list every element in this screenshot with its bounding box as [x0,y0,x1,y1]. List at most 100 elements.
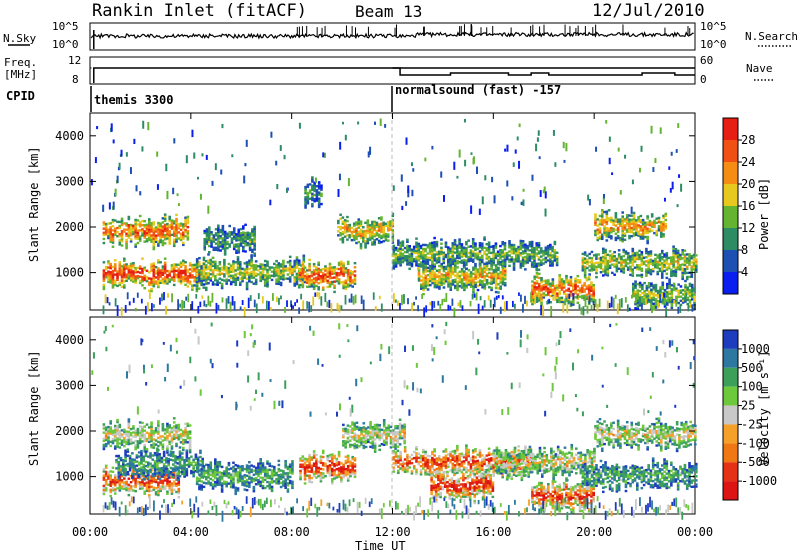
heatmap-cell [163,223,167,227]
heatmap-cell [141,267,144,271]
heatmap-cell [395,299,397,303]
heatmap-cell [211,281,215,284]
heatmap-cell [159,437,162,440]
heatmap-cell [368,236,372,239]
heatmap-cell [134,435,137,439]
heatmap-cell [219,237,222,240]
heatmap-cell [315,195,319,198]
heatmap-cell [397,262,400,265]
heatmap-cell [146,302,149,312]
heatmap-cell [410,248,414,251]
heatmap-cell [474,256,477,260]
heatmap-cell [295,282,299,286]
heatmap-cell [138,421,142,424]
heatmap-cell [551,290,555,293]
heatmap-cell [259,265,262,268]
heatmap-cell [200,265,204,268]
heatmap-cell [123,271,126,275]
heatmap-cell [120,479,124,482]
heatmap-cell [104,426,108,429]
heatmap-cell [533,283,537,287]
heatmap-cell [487,251,491,255]
heatmap-cell [157,261,160,264]
heatmap-cell [633,256,637,259]
heatmap-cell [344,279,348,282]
heatmap-cell [588,269,591,272]
heatmap-cell [124,469,127,473]
heatmap-cell [456,250,459,253]
heatmap-cell [560,278,564,281]
heatmap-cell [433,245,436,248]
heatmap-cell [175,436,178,439]
heatmap-cell [127,228,131,231]
heatmap-cell [104,470,108,474]
heatmap-cell [688,253,691,256]
heatmap-cell [653,304,655,311]
heatmap-cell [109,432,113,435]
heatmap-cell [150,224,153,227]
heatmap-cell [612,229,615,233]
heatmap-cell [204,272,208,275]
heatmap-cell [417,254,421,258]
heatmap-cell [465,263,468,266]
heatmap-cell [456,274,459,277]
heatmap-cell [291,265,294,269]
heatmap-cell [608,254,612,257]
heatmap-cell [503,263,507,266]
heatmap-cell [219,245,222,248]
heatmap-cell [424,270,428,273]
heatmap-cell [542,296,546,299]
heatmap-cell [622,254,625,258]
heatmap-cell [150,477,153,480]
heatmap-cell [519,247,523,251]
heatmap-cell [524,259,527,263]
heatmap-cell [157,440,160,444]
heatmap-cell [614,212,618,215]
heatmap-cell [335,277,339,281]
heatmap-cell [565,278,568,282]
heatmap-cell [645,286,649,290]
heatmap-cell [546,251,550,254]
heatmap-cell [588,295,591,305]
heatmap-cell [403,294,405,304]
heatmap-cell [611,172,614,176]
heatmap-cell [104,267,108,271]
heatmap-cell [157,225,160,229]
heatmap-cell [197,273,201,276]
heatmap-cell [670,260,673,263]
heatmap-cell [113,259,117,262]
heatmap-cell [313,200,316,203]
heatmap-cell [136,237,140,241]
heatmap-cell [170,482,174,485]
heatmap-cell [143,278,147,282]
heatmap-cell [163,477,167,480]
heatmap-cell [123,267,126,271]
heatmap-cell [683,263,687,267]
heatmap-cell [124,451,127,454]
heatmap-cell [429,265,432,268]
heatmap-cell [533,249,536,252]
heatmap-cell [658,259,662,262]
heatmap-cell [182,231,185,234]
heatmap-cell [410,258,414,262]
heatmap-cell [163,432,167,435]
heatmap-cell [421,251,425,255]
heatmap-cell [672,284,676,288]
heatmap-cell [253,244,256,247]
heatmap-cell [681,271,684,274]
heatmap-cell [304,192,307,195]
heatmap-cell [631,251,635,255]
heatmap-cell [143,219,147,223]
heatmap-cell [646,223,649,226]
heatmap-cell [253,225,256,229]
heatmap-cell [139,191,142,196]
heatmap-cell [113,488,117,491]
heatmap-cell [595,253,598,256]
heatmap-cell [611,257,614,260]
heatmap-cell [168,434,171,437]
heatmap-cell [214,163,217,171]
heatmap-cell [645,301,649,304]
heatmap-cell [111,439,115,443]
heatmap-cell [422,266,425,269]
heatmap-cell [487,295,490,301]
